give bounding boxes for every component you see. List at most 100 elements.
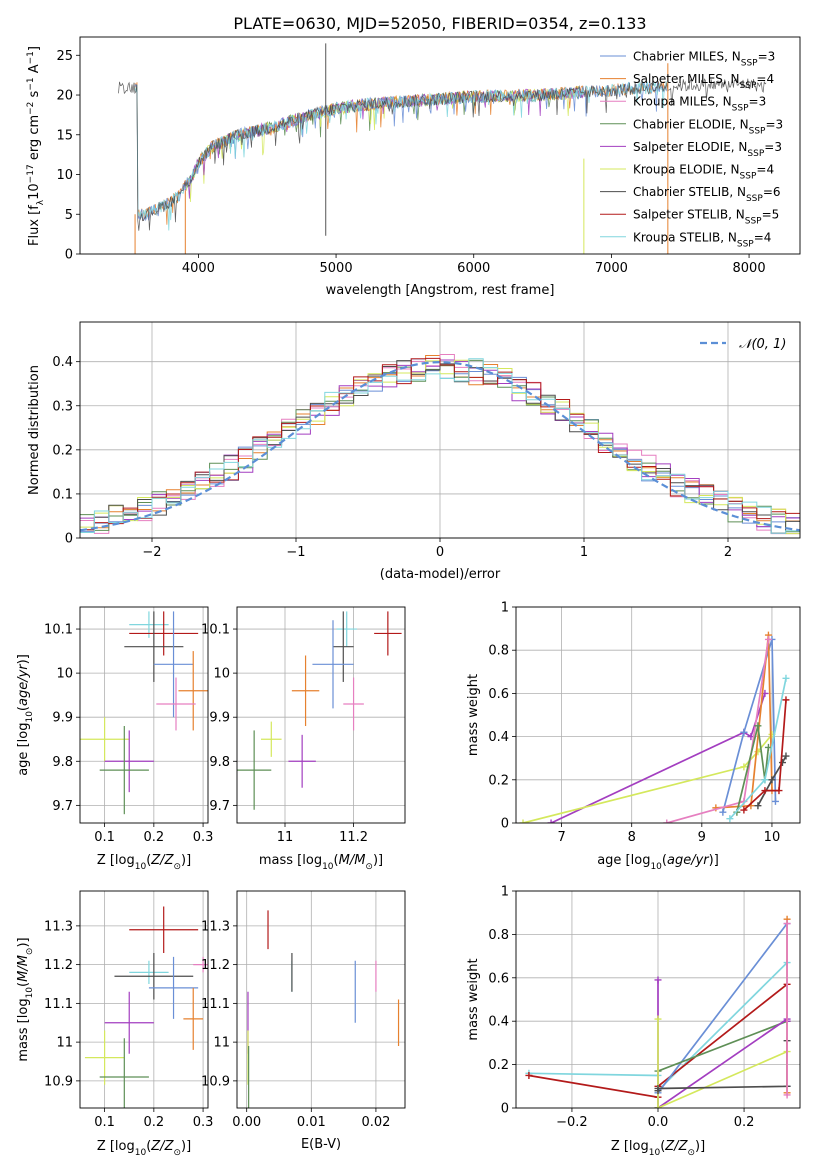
series-line — [715, 635, 773, 809]
x-tick-label: 4000 — [182, 261, 215, 276]
series-marker — [771, 797, 779, 805]
x-tick-label: 10 — [764, 830, 781, 845]
series-marker — [719, 808, 727, 816]
series-line — [657, 1019, 788, 1108]
errorbar-point — [129, 960, 169, 984]
axis: 0.00 0.01 0.02 10.9 11 11.1 11.2 11.3 — [201, 919, 390, 1130]
series-marker — [547, 819, 555, 823]
series-marker — [775, 787, 783, 795]
y-axis-label: Normed distribution — [27, 365, 42, 495]
series-line — [657, 1040, 788, 1091]
axes-frame — [515, 890, 801, 1109]
axes-residuals: −2 −1 0 1 2 0 0.1 0.2 0.3 0.4 (data-model)/error No… — [27, 321, 801, 582]
errorbar-point — [374, 611, 402, 656]
axes-frame — [236, 606, 406, 824]
legend-label: Chabrier STELIB, NSSP=6 — [633, 185, 781, 204]
series-line — [522, 733, 773, 823]
errorbar-point — [291, 655, 320, 727]
x-axis-label: E(B-V) — [301, 1137, 341, 1152]
legend-label: Kroupa STELIB, NSSP=4 — [633, 230, 771, 249]
series-marker — [768, 776, 776, 784]
y-tick-label: 1 — [501, 885, 509, 900]
axes-mass_vs_Z: 0.1 0.2 0.3 10.9 11 11.1 11.2 11.3 Z [log10(Z/Z⊙… — [16, 890, 213, 1158]
x-tick-label: 0.3 — [193, 1115, 214, 1130]
x-tick-label: 0.1 — [94, 830, 115, 845]
series-marker — [740, 728, 748, 736]
x-tick-label: 0.3 — [193, 830, 214, 845]
errorbar-point — [288, 734, 316, 788]
y-tick-label: 10.1 — [201, 623, 230, 638]
series-marker — [654, 1015, 662, 1023]
y-tick-label: 0.6 — [488, 971, 509, 986]
plot-area — [84, 906, 208, 1108]
y-tick-label: 10.9 — [44, 1074, 73, 1089]
x-tick-label: 0.0 — [648, 1115, 669, 1130]
x-axis-label: (data-model)/error — [380, 567, 501, 582]
errorbar-point — [84, 1030, 125, 1085]
axis: 4000 5000 6000 7000 8000 0 5 10 15 20 25 — [56, 49, 765, 276]
x-tick-label: 0.01 — [297, 1115, 326, 1130]
y-tick-label: 11.3 — [44, 919, 73, 934]
errorbar-point — [261, 721, 282, 757]
axes-frame — [79, 321, 801, 539]
histogram-step — [80, 358, 800, 534]
series-marker — [740, 806, 748, 814]
x-tick-label: 8 — [628, 830, 636, 845]
axes-frame — [236, 890, 406, 1109]
axes-frame — [79, 606, 209, 824]
series-marker — [525, 1071, 533, 1079]
errorbar-point — [104, 991, 154, 1054]
y-tick-label: 0 — [501, 817, 509, 832]
x-tick-label: −2 — [142, 545, 161, 560]
y-tick-label: 10 — [213, 667, 230, 682]
y-tick-label: 9.8 — [209, 755, 230, 770]
y-tick-label: 0.6 — [488, 687, 509, 702]
series-marker — [778, 759, 786, 767]
x-tick-label: −1 — [286, 545, 305, 560]
y-tick-label: 9.7 — [209, 799, 230, 814]
errorbar-point — [312, 620, 354, 709]
errorbar-point — [193, 956, 208, 973]
legend-label: Kroupa MILES, NSSP=3 — [633, 95, 766, 114]
grid — [237, 891, 405, 1108]
series-marker — [740, 763, 748, 771]
y-tick-label: 0.1 — [52, 487, 73, 502]
y-tick-label: 11.1 — [201, 997, 230, 1012]
legend: 𝒩(0, 1) — [700, 337, 786, 352]
x-tick-label: 0.2 — [144, 1115, 165, 1130]
axes-frame — [79, 36, 801, 255]
y-tick-label: 5 — [65, 208, 73, 223]
y-tick-label: 20 — [56, 89, 73, 104]
y-tick-label: 10.9 — [201, 1074, 230, 1089]
y-tick-label: 11.2 — [44, 958, 73, 973]
y-tick-label: 11.2 — [201, 958, 230, 973]
y-axis-label: age [log10(age/yr)] — [16, 654, 35, 776]
grid — [80, 891, 208, 1108]
series-line — [743, 699, 787, 811]
series-marker — [654, 1084, 662, 1092]
axis: 0.1 0.2 0.3 10.9 11 11.1 11.2 11.3 — [44, 919, 213, 1130]
legend-label: Salpeter MILES, NSSP=4 — [633, 72, 774, 91]
series-marker — [663, 819, 671, 823]
legend: Chabrier MILES, NSSP=3 Salpeter MILES, NS… — [600, 50, 783, 249]
axes-age_vs_mass: 11 11.2 9.7 9.8 9.9 10 10.1 mass [log10(M/M⊙)] — [201, 606, 406, 872]
series-marker — [754, 802, 762, 810]
y-tick-label: 0.3 — [52, 399, 73, 414]
x-tick-label: 11 — [277, 830, 294, 845]
x-tick-label: 0.00 — [232, 1115, 261, 1130]
axis: 0.1 0.2 0.3 9.7 9.8 9.9 10 10.1 — [44, 623, 213, 845]
normal-curve — [80, 360, 800, 532]
series-marker — [761, 787, 769, 795]
axes-mass_weight_vs_age: 7 8 9 10 0 0.2 0.4 0.6 0.8 1 age [log10(age/yr)] ma… — [466, 601, 801, 872]
x-tick-label: 0 — [436, 545, 444, 560]
x-tick-label: 0.2 — [144, 830, 165, 845]
y-tick-label: 0.8 — [488, 928, 509, 943]
series-marker — [783, 920, 791, 928]
y-tick-label: 11 — [56, 1036, 73, 1051]
y-tick-label: 25 — [56, 49, 73, 64]
figure-title: PLATE=0630, MJD=52050, FIBERID=0354, z=0… — [233, 14, 646, 33]
errorbar-point — [104, 730, 154, 793]
y-tick-label: 0.2 — [488, 773, 509, 788]
plot-area — [237, 611, 402, 810]
x-tick-label: 0.02 — [361, 1115, 390, 1130]
